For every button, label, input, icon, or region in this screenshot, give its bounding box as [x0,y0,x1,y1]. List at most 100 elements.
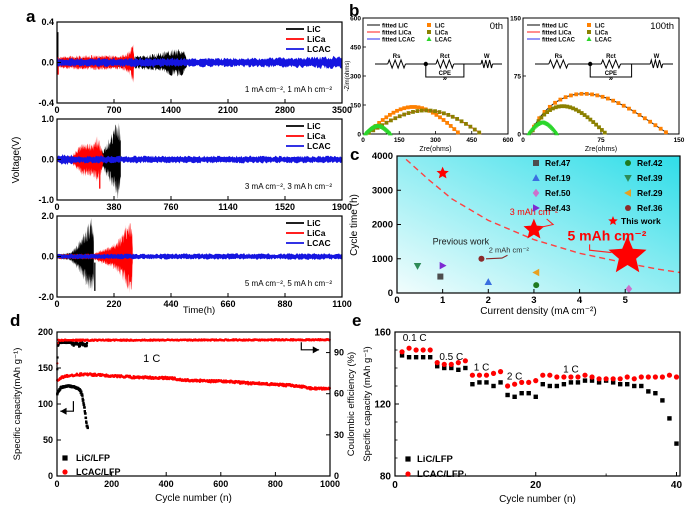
svg-text:40: 40 [671,480,683,491]
svg-text:Rct: Rct [606,54,616,60]
svg-text:1 C: 1 C [143,353,160,365]
svg-text:2: 2 [486,295,491,306]
svg-text:300: 300 [430,137,441,144]
svg-text:Cycle time (h): Cycle time (h) [349,194,360,256]
svg-text:LiC: LiC [307,218,321,228]
svg-text:Rs: Rs [555,54,563,60]
svg-text:fitted LCAC: fitted LCAC [382,38,416,44]
svg-text:Ref.47: Ref.47 [545,158,571,168]
svg-text:150: 150 [394,137,405,144]
svg-text:LiC/LFP: LiC/LFP [76,453,110,463]
svg-text:0: 0 [517,132,521,139]
svg-text:600: 600 [213,479,228,489]
svg-text:LCAC: LCAC [307,44,331,54]
svg-text:80: 80 [380,472,392,483]
svg-text:LCAC: LCAC [307,141,331,151]
svg-text:0: 0 [54,299,59,309]
svg-text:760: 760 [163,202,178,212]
svg-text:3000: 3000 [372,185,393,196]
svg-text:0: 0 [54,202,59,212]
svg-text:Ref.29: Ref.29 [637,188,663,198]
svg-text:LiCa: LiCa [307,228,326,238]
svg-text:LiCa: LiCa [307,131,326,141]
svg-text:0.0: 0.0 [41,58,54,68]
svg-text:Specific capacity(mAh g⁻¹): Specific capacity(mAh g⁻¹) [12,348,23,461]
svg-text:120: 120 [374,400,391,411]
svg-text:75: 75 [597,137,605,144]
svg-text:1900: 1900 [332,202,352,212]
svg-text:0.4: 0.4 [41,17,54,27]
svg-text:Coulombic efficiency (%): Coulombic efficiency (%) [346,352,357,456]
svg-text:3500: 3500 [332,105,352,115]
svg-text:Cycle number (n): Cycle number (n) [155,493,232,504]
panel-label-a: a [26,7,36,26]
svg-text:Voltage(V): Voltage(V) [11,137,22,184]
panel-label-b: b [349,1,360,20]
svg-text:400: 400 [159,479,174,489]
svg-text:880: 880 [277,299,292,309]
svg-text:700: 700 [106,105,121,115]
svg-text:300: 300 [350,74,361,81]
svg-text:LCAC/LFP: LCAC/LFP [76,467,121,477]
panel-label-e: e [352,311,362,330]
svg-text:0: 0 [521,137,525,144]
svg-text:-1.0: -1.0 [38,195,54,205]
svg-text:90: 90 [334,348,344,358]
svg-text:»: » [443,74,448,83]
svg-text:fitted LCAC: fitted LCAC [542,38,576,44]
panel-d-capacity-chart: 0 50 100 150 200 0 30 60 90 0 200 400 600 800 1000 Cycl… [12,327,357,504]
svg-text:1520: 1520 [275,202,295,212]
svg-text:W: W [484,54,490,60]
svg-text:LCAC: LCAC [595,38,612,44]
svg-text:660: 660 [220,299,235,309]
panel-label-c: c [350,145,360,164]
svg-text:fitted LiC: fitted LiC [382,24,409,30]
svg-text:Time(h): Time(h) [183,305,215,316]
svg-text:fitted LiC: fitted LiC [542,24,569,30]
svg-text:4: 4 [577,295,583,306]
svg-text:440: 440 [163,299,178,309]
svg-text:LiCa: LiCa [435,31,449,37]
svg-text:600: 600 [350,16,361,23]
svg-text:LCAC/LFP: LCAC/LFP [417,469,465,480]
svg-text:800: 800 [268,479,283,489]
svg-text:3: 3 [531,295,536,306]
svg-text:2800: 2800 [275,105,295,115]
svg-text:1000: 1000 [372,254,393,265]
svg-text:Ref.43: Ref.43 [545,203,571,213]
svg-text:Rct: Rct [440,54,450,60]
svg-text:2000: 2000 [372,220,393,231]
panel-label-d: d [10,311,21,330]
svg-text:1.0: 1.0 [41,114,54,124]
svg-text:150: 150 [350,103,361,110]
svg-text:Ref.50: Ref.50 [545,188,571,198]
svg-text:»: » [609,74,614,83]
svg-text:5: 5 [623,295,629,306]
svg-text:150: 150 [38,363,53,373]
svg-text:Ref.39: Ref.39 [637,173,663,183]
svg-text:2.0: 2.0 [41,211,54,221]
svg-text:LiCa: LiCa [595,31,609,37]
svg-text:1 C: 1 C [474,363,490,374]
svg-text:2 mAh cm⁻²: 2 mAh cm⁻² [489,246,530,255]
svg-text:3 mA cm⁻², 3 mA h cm⁻²: 3 mA cm⁻², 3 mA h cm⁻² [245,182,332,191]
svg-text:1: 1 [440,295,446,306]
panel-a-voltage-time-chart: 0.40.0-0.40 700 1400 2100 2800 3500LiCLiCaLCA… [11,17,352,316]
svg-text:600: 600 [503,137,514,144]
svg-text:0.1 C: 0.1 C [403,333,427,344]
svg-text:150: 150 [510,16,521,23]
svg-text:450: 450 [466,137,477,144]
svg-text:380: 380 [106,202,121,212]
svg-text:0.5 C: 0.5 C [439,352,463,363]
svg-text:LiCa: LiCa [307,34,326,44]
svg-text:Current density (mA cm⁻²): Current density (mA cm⁻²) [480,306,596,317]
svg-text:2 C: 2 C [507,372,523,383]
svg-text:LiC: LiC [307,121,321,131]
svg-text:fitted LiCa: fitted LiCa [382,31,412,37]
svg-text:50: 50 [43,435,53,445]
svg-text:Zre(ohms): Zre(ohms) [585,146,617,153]
svg-text:0: 0 [394,295,399,306]
svg-text:Rs: Rs [393,54,401,60]
svg-text:LCAC: LCAC [435,38,452,44]
